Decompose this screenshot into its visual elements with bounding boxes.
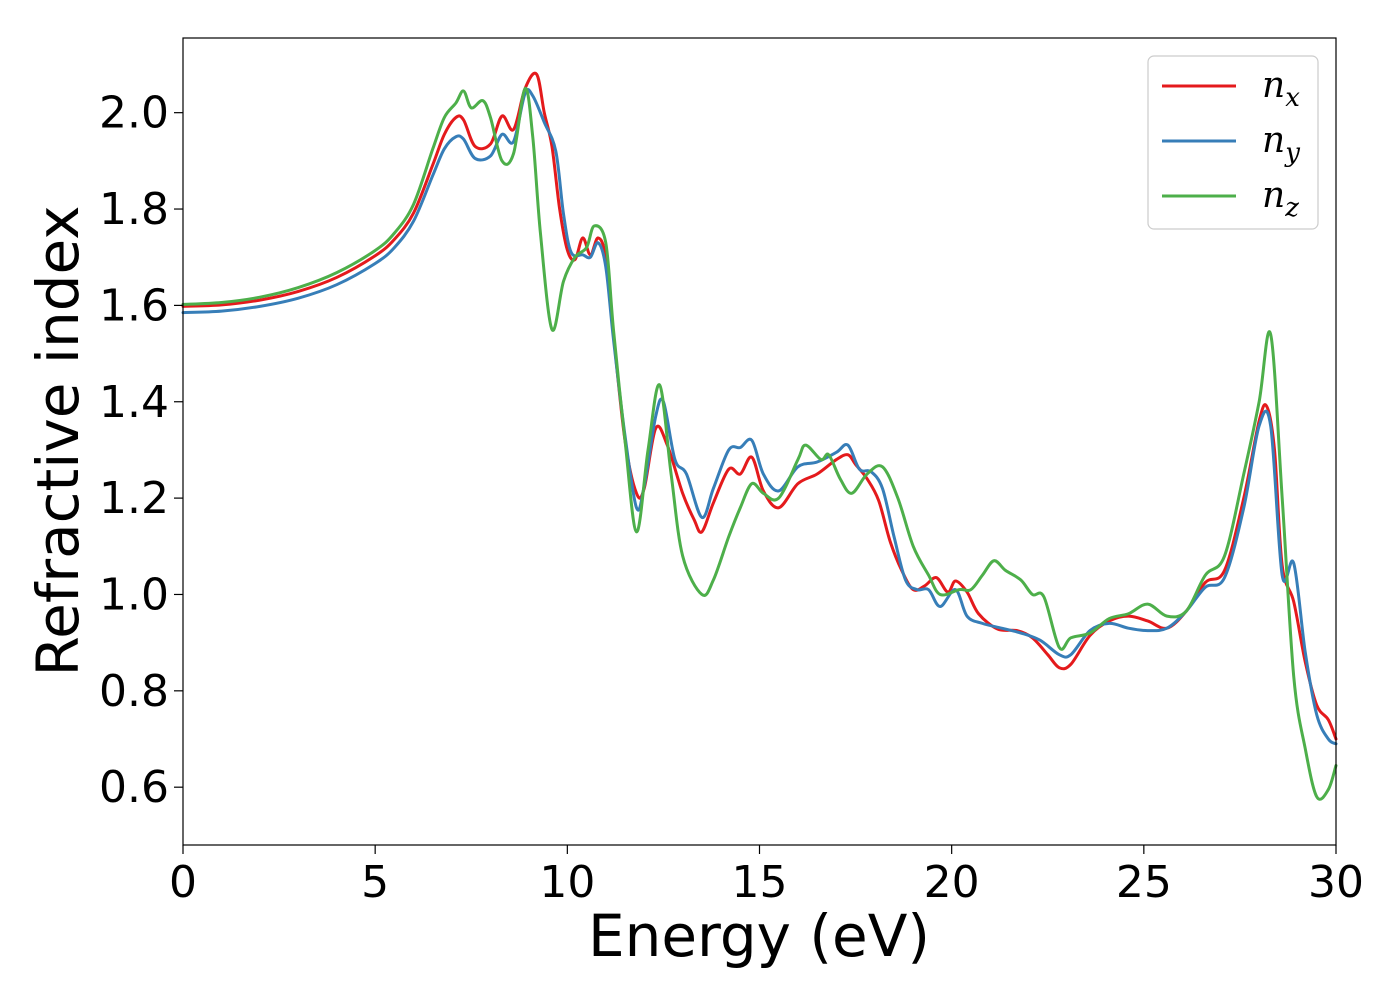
y-axis-title: Refractive index: [24, 205, 92, 676]
x-tick-label: 25: [1116, 857, 1172, 908]
y-tick-label: 1.4: [99, 377, 169, 428]
series-layer: [181, 71, 1338, 801]
x-axis-title: Energy (eV): [588, 902, 930, 970]
plot-area: [183, 38, 1336, 845]
y-tick-label: 0.8: [99, 666, 169, 717]
series-line-z: [181, 87, 1338, 801]
x-tick-label: 20: [924, 857, 980, 908]
x-tick-label: 10: [539, 857, 595, 908]
x-tick-label: 0: [169, 857, 197, 908]
x-axis: 0 5 10 15 20 25 30: [169, 845, 1364, 908]
y-tick-label: 1.0: [99, 569, 169, 620]
legend-label-y: ny: [1262, 120, 1300, 168]
y-tick-label: 1.2: [99, 473, 169, 524]
x-tick-label: 5: [361, 857, 389, 908]
legend-label-z: nz: [1262, 175, 1299, 223]
legend-label-x: nx: [1262, 65, 1300, 113]
y-tick-label: 1.6: [99, 280, 169, 331]
y-tick-label: 1.8: [99, 184, 169, 235]
y-tick-label: 0.6: [99, 762, 169, 813]
y-tick-label: 2.0: [99, 88, 169, 139]
y-axis: 0.6 0.8 1.0 1.2 1.4 1.6 1.8 2.0: [99, 88, 183, 813]
series-line-y: [181, 88, 1338, 746]
legend: nx ny nz: [1147, 55, 1319, 230]
x-tick-label: 30: [1308, 857, 1364, 908]
x-tick-label: 15: [732, 857, 788, 908]
